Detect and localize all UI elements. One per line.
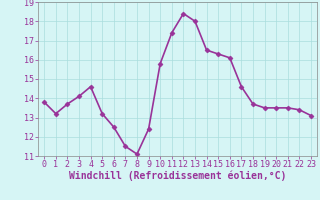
X-axis label: Windchill (Refroidissement éolien,°C): Windchill (Refroidissement éolien,°C) [69, 171, 286, 181]
